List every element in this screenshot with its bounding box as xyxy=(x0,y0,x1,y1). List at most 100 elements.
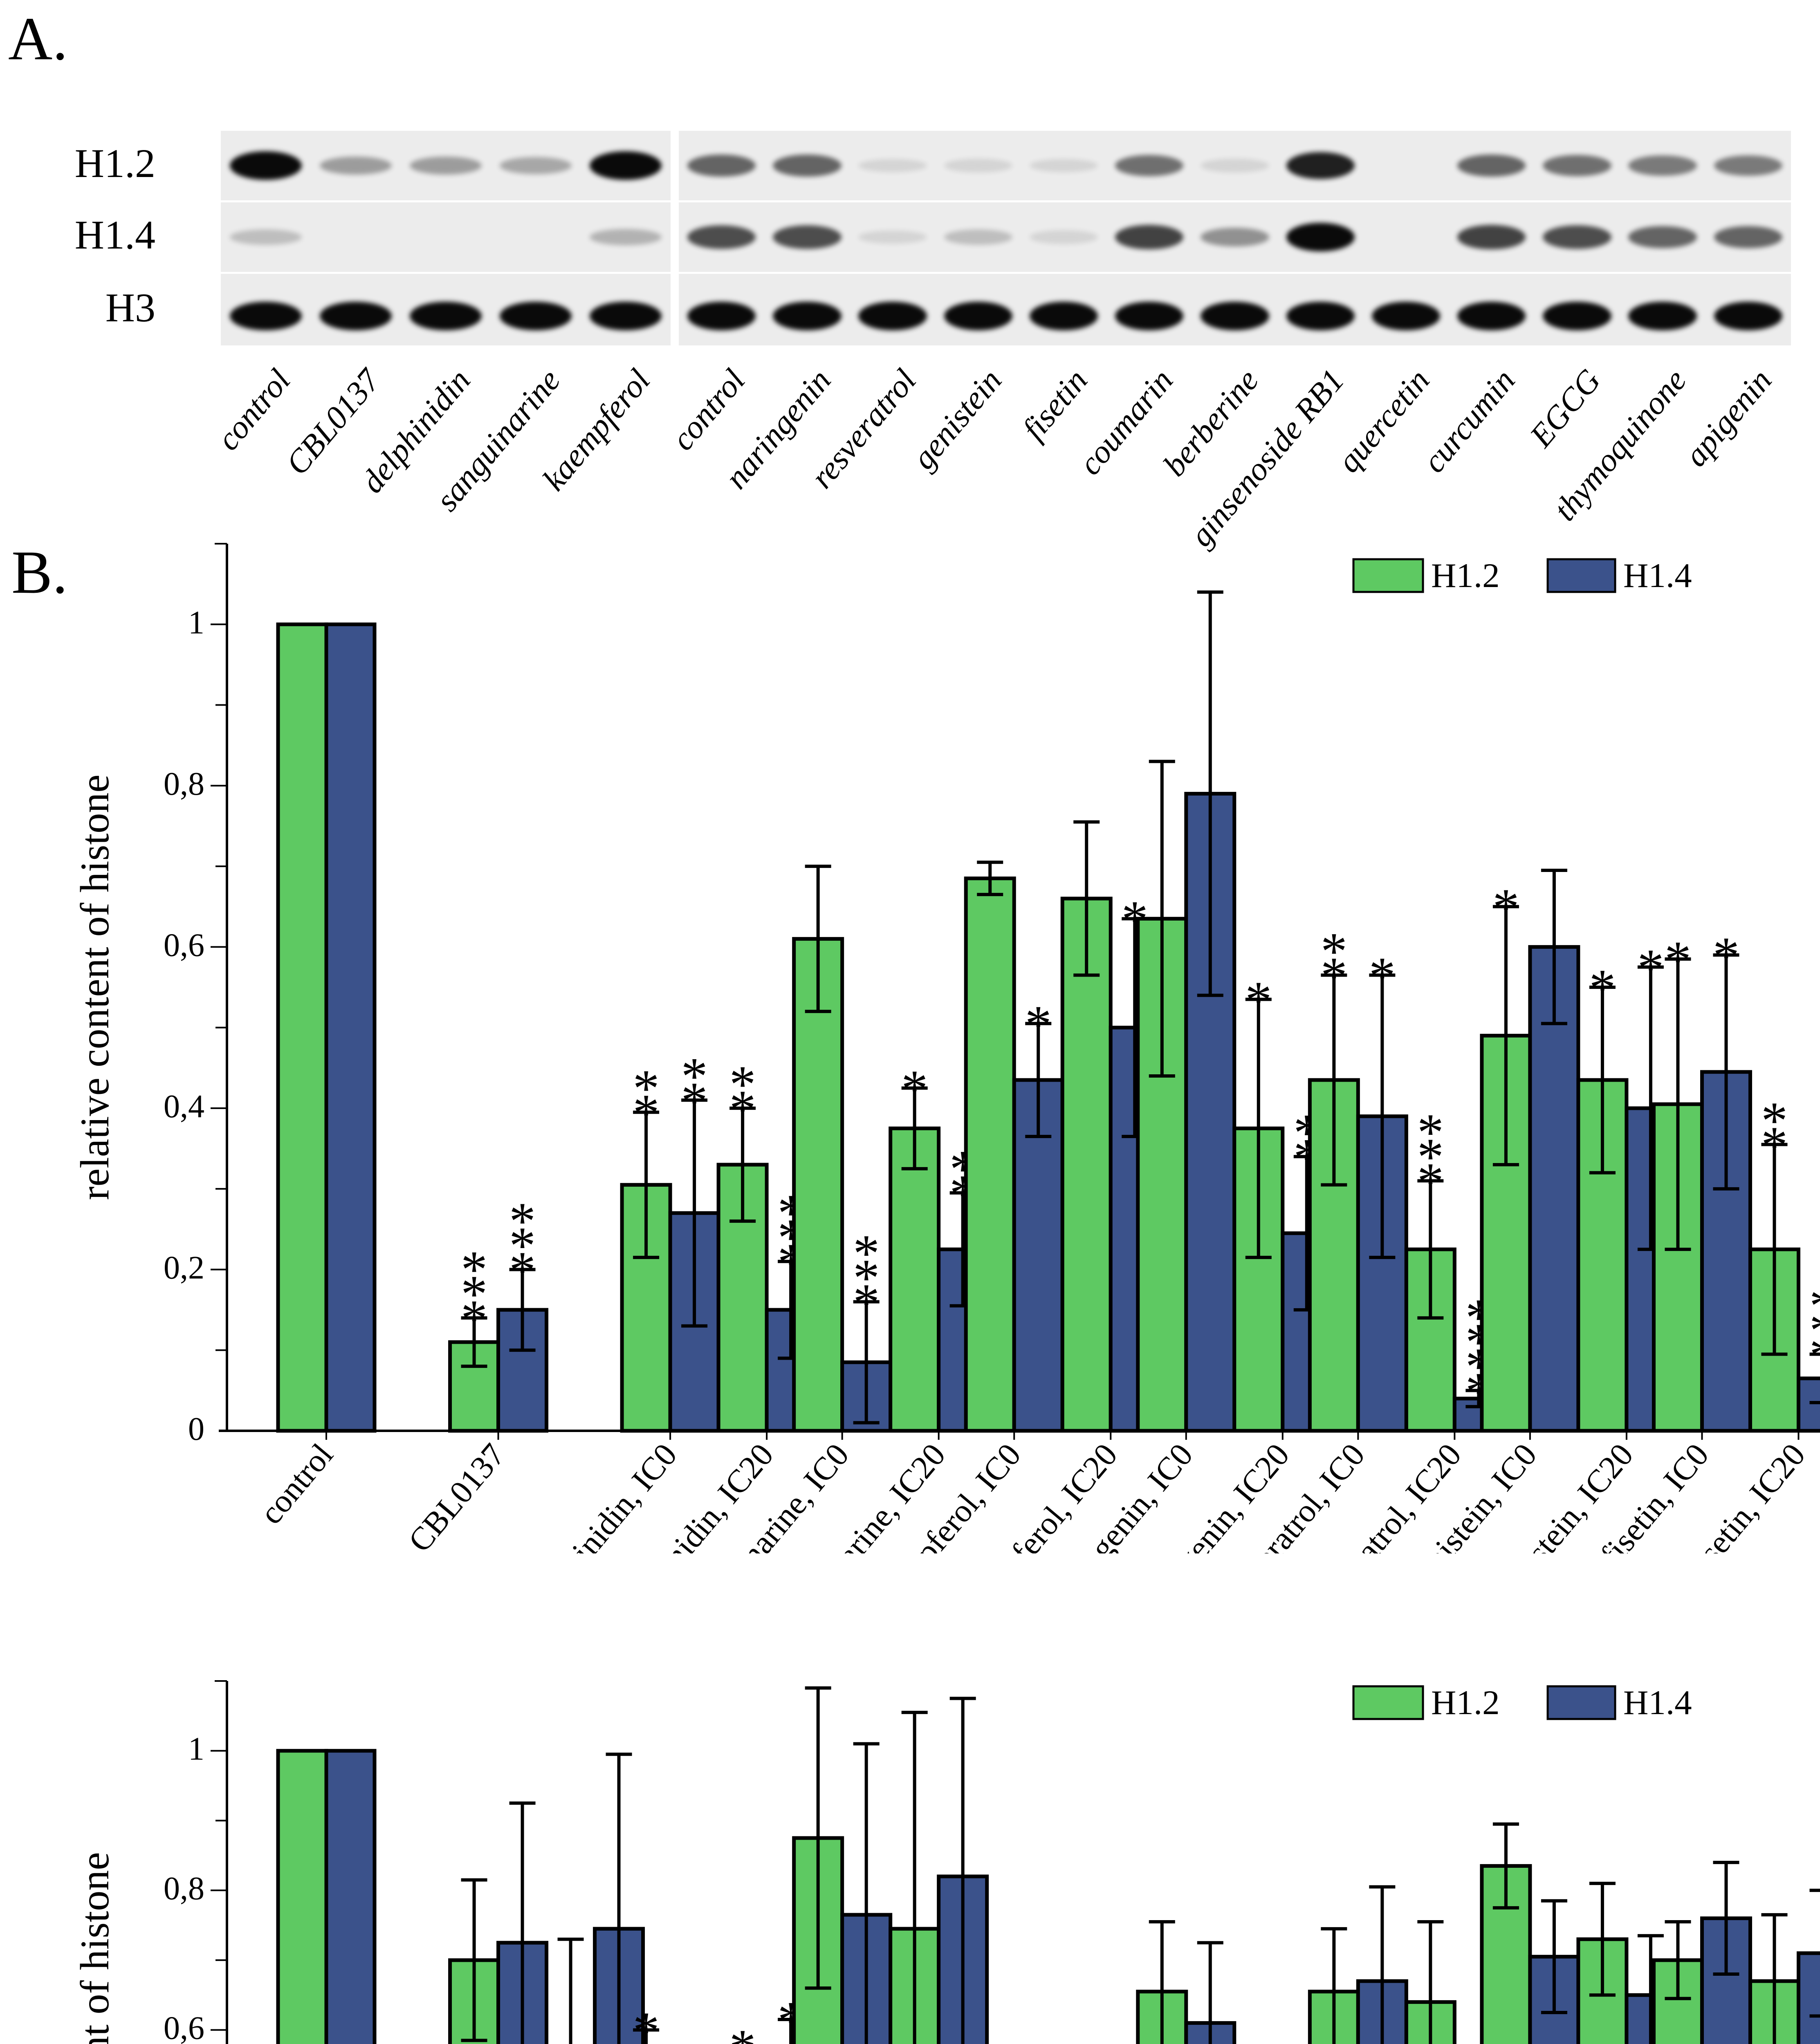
significance-star: * xyxy=(1761,1116,1788,1175)
lane-label: EGCG xyxy=(1523,362,1608,454)
blot-strip xyxy=(221,131,671,200)
blot-band xyxy=(944,229,1012,245)
x-tick-label: CBL0137 xyxy=(402,1437,512,1553)
significance-star: * xyxy=(509,1192,536,1251)
blot-band xyxy=(944,301,1012,330)
blot-band xyxy=(1543,225,1611,249)
blot-band xyxy=(590,229,662,245)
legend-label-h1-2: H1.2 xyxy=(1431,1683,1500,1722)
blot-band xyxy=(687,225,756,249)
significance-star: * xyxy=(633,2001,660,2044)
bar-h1-4 xyxy=(1796,1951,1820,2044)
significance-star: * xyxy=(853,1273,880,1332)
y-tick-label: 1 xyxy=(188,1731,204,1767)
blot-band xyxy=(320,301,392,330)
significance-star: * xyxy=(1713,926,1739,985)
legend-label-h1-2: H1.2 xyxy=(1431,556,1500,595)
y-tick-label: 1 xyxy=(188,605,204,641)
significance-star: * xyxy=(1369,946,1396,1005)
blot-band xyxy=(1371,301,1441,330)
blot-band xyxy=(1543,155,1611,176)
bar-h1-2 xyxy=(1060,896,1113,1433)
blot-band xyxy=(773,301,842,330)
panel-a-label: A. xyxy=(8,5,68,73)
blot-band xyxy=(1457,225,1526,249)
blot-band xyxy=(1201,159,1269,173)
legend-swatch-h1-2 xyxy=(1352,1685,1424,1720)
blot-band xyxy=(1628,226,1697,248)
blot-band xyxy=(1201,301,1269,330)
blot-band xyxy=(687,301,756,330)
blot-band xyxy=(410,157,482,175)
blot-band xyxy=(1457,301,1526,330)
blot-band xyxy=(944,159,1012,173)
blot-band xyxy=(1714,155,1783,176)
y-tick-label: 0,8 xyxy=(164,1871,204,1907)
y-tick-label: 0 xyxy=(188,1411,204,1447)
blot-band xyxy=(320,157,392,175)
significance-star: * xyxy=(633,1084,660,1143)
blot-strip xyxy=(679,274,1791,345)
bar-h1-2 xyxy=(1308,1078,1360,1433)
bar-h1-2 xyxy=(276,1749,328,2044)
significance-star: * xyxy=(1321,946,1347,1005)
blot-band xyxy=(773,225,842,249)
blot-band xyxy=(1286,301,1355,330)
blot-band xyxy=(1029,301,1098,330)
legend-swatch-h1-2 xyxy=(1352,558,1424,593)
lane-label: control xyxy=(664,362,752,457)
blot-band xyxy=(1115,301,1184,330)
y-tick-label: 0,4 xyxy=(164,1089,204,1125)
significance-star: * xyxy=(681,2043,708,2044)
significance-star: * xyxy=(853,1224,880,1283)
lane-label: control xyxy=(210,362,298,457)
significance-star: * xyxy=(461,1240,487,1299)
significance-star: * xyxy=(461,1289,487,1348)
blot-strip xyxy=(221,202,671,272)
significance-star: * xyxy=(1809,1277,1820,1336)
significance-star: * xyxy=(633,1059,660,1118)
blot-band xyxy=(687,155,756,177)
significance-star: * xyxy=(729,1080,756,1139)
y-tick-label: 0,8 xyxy=(164,766,204,802)
lane-label: quercetin xyxy=(1330,362,1437,480)
significance-star: * xyxy=(729,2019,756,2044)
lane-label: apigenin xyxy=(1678,362,1779,473)
y-axis-title: relative content of histone xyxy=(72,774,117,1200)
significance-star: * xyxy=(1589,959,1616,1018)
significance-star: * xyxy=(1492,878,1519,937)
legend-label-h1-4: H1.4 xyxy=(1623,556,1692,595)
blot-band xyxy=(1029,159,1098,172)
y-axis-title: relative content of histone xyxy=(72,1852,117,2044)
bar-h1-4 xyxy=(1012,1078,1064,1433)
blot-band xyxy=(500,157,572,174)
bar-h1-4 xyxy=(1796,1376,1820,1433)
blot-band xyxy=(773,155,842,177)
blot-band xyxy=(1115,155,1184,176)
significance-star: * xyxy=(1025,995,1052,1054)
blot-band xyxy=(410,301,482,330)
significance-star: * xyxy=(1809,1301,1820,1360)
blot-row-label-H1-2: H1.2 xyxy=(74,141,155,186)
y-tick-label: 0,6 xyxy=(164,2010,204,2044)
x-tick-label: delphinidin, IC0 xyxy=(518,1437,684,1553)
blot-band xyxy=(1115,225,1184,249)
y-tick-label: 0,6 xyxy=(164,927,204,963)
blot-band xyxy=(1543,301,1611,330)
significance-star: * xyxy=(461,1265,487,1324)
blot-band xyxy=(1286,223,1355,251)
blot-band xyxy=(858,231,927,244)
blot-row-label-H1-4: H1.4 xyxy=(74,212,155,258)
significance-star: * xyxy=(681,1047,708,1106)
bar-h1-2 xyxy=(889,1126,941,1433)
significance-star: * xyxy=(1417,1103,1444,1162)
blot-strip xyxy=(221,274,671,345)
blot-band xyxy=(1628,155,1697,176)
significance-star: * xyxy=(509,1216,536,1275)
blot-band xyxy=(500,301,572,330)
significance-star: * xyxy=(1809,1326,1820,1385)
bar-h1-2 xyxy=(792,937,844,1433)
blot-strip xyxy=(679,131,1791,200)
blot-band xyxy=(590,301,662,330)
